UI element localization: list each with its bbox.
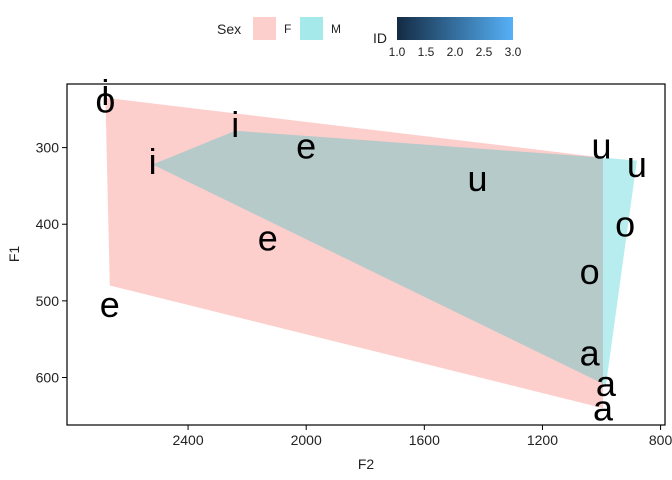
vowel-label-u: u	[627, 144, 647, 185]
vowel-label-a: a	[580, 333, 601, 374]
vowel-label-o: o	[95, 80, 115, 121]
y-tick-label: 300	[36, 140, 60, 156]
vowel-polygon-f	[105, 97, 604, 409]
vowel-label-a: a	[596, 363, 617, 404]
y-tick-label: 400	[36, 216, 60, 232]
vowel-polygon-m	[152, 130, 637, 386]
legend-id-title: ID	[373, 30, 387, 46]
legend-key-female	[253, 17, 276, 40]
y-axis-title: F1	[6, 246, 22, 263]
vowel-label-o: o	[580, 251, 600, 292]
x-tick-label: 2000	[291, 432, 322, 448]
vowel-label-e: e	[100, 284, 120, 325]
x-tick-label: 1200	[527, 432, 558, 448]
vowel-label-i: i	[101, 72, 109, 113]
panel-border	[66, 83, 666, 426]
vowel-label-e: e	[258, 218, 278, 259]
x-axis-title: F2	[358, 456, 375, 472]
legend-id-tick-label: 1.0	[389, 45, 406, 59]
y-axis: 300 400 500 600	[36, 140, 67, 385]
legend-id-tick-label: 2.0	[447, 45, 464, 59]
legend-id: ID 1.0 1.5 2.0 2.5 3.0	[373, 17, 522, 59]
legend-label-female: F	[284, 22, 291, 36]
y-tick-label: 500	[36, 293, 60, 309]
legend-id-tick-label: 3.0	[505, 45, 522, 59]
x-axis: 2400 2000 1600 1200 800	[172, 425, 672, 448]
x-tick-label: 800	[649, 432, 672, 448]
legend-label-male: M	[331, 22, 341, 36]
legend-sex: Sex F M	[217, 17, 341, 40]
vowel-label-i: i	[231, 104, 239, 145]
x-tick-label: 2400	[172, 432, 203, 448]
x-tick-label: 1600	[409, 432, 440, 448]
y-tick-label: 600	[36, 369, 60, 385]
vowel-label-e: e	[296, 126, 316, 167]
vowel-label-a: a	[593, 388, 614, 429]
vowel-polygons	[105, 97, 637, 409]
vowel-label-u: u	[467, 158, 487, 199]
legend-key-male	[300, 17, 323, 40]
vowel-label-o: o	[615, 204, 635, 245]
legend-id-tick-label: 1.5	[418, 45, 435, 59]
legend-sex-title: Sex	[217, 21, 241, 37]
legend-id-ticks: 1.0 1.5 2.0 2.5 3.0	[389, 45, 522, 59]
legend-id-tick-label: 2.5	[476, 45, 493, 59]
legend-id-colorbar	[397, 17, 513, 40]
vowel-label-i: i	[149, 141, 157, 182]
vowel-label-u: u	[591, 126, 611, 167]
